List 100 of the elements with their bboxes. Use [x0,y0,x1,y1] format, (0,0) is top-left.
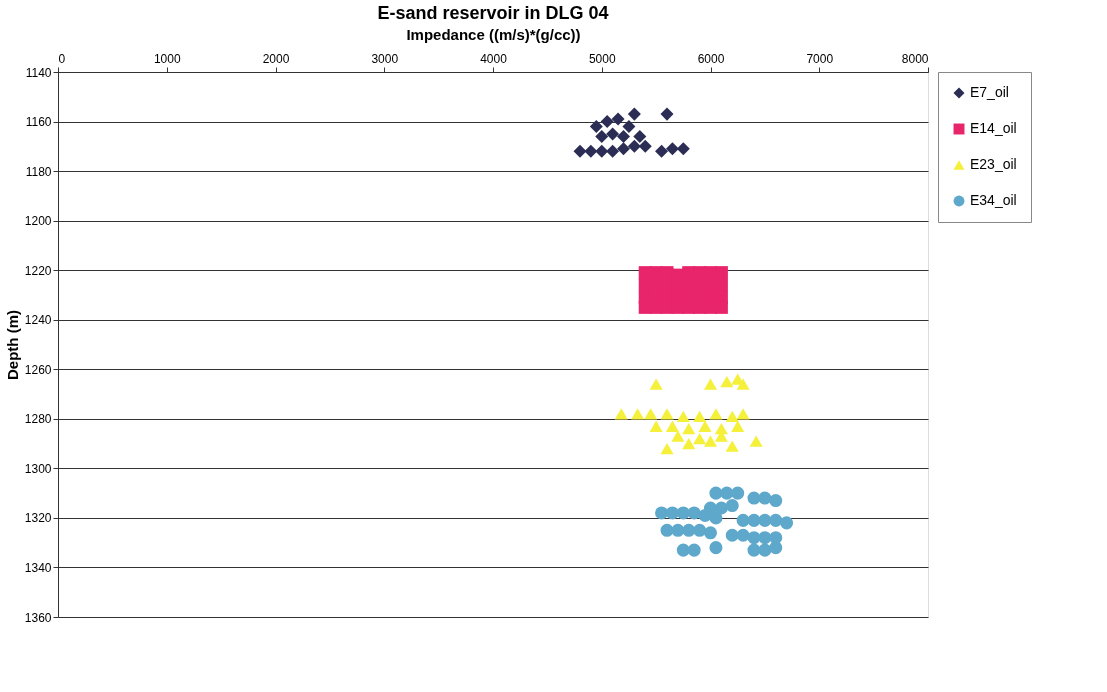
y-tick-label: 1180 [25,164,52,179]
point [693,432,707,445]
legend-label: E7_oil [970,84,1009,100]
point [749,435,763,447]
point [758,531,772,545]
point [660,442,674,455]
point [731,420,745,432]
point [573,144,587,158]
point [671,523,685,537]
point [693,523,707,537]
point [660,523,674,537]
point [676,543,690,557]
point [703,435,718,447]
point [747,531,761,545]
point [758,513,772,527]
y-tick-label: 1160 [25,115,52,130]
point [698,420,712,432]
point [769,513,783,527]
y-tick-label: 1360 [24,610,52,625]
point [644,408,658,420]
point [725,528,739,542]
point [703,378,718,390]
y-tick-label: 1280 [24,412,52,427]
x-axis-title: Impedance ((m/s)*(g/cc)) [406,25,581,43]
x-tick-label: 3000 [371,51,399,66]
point [627,139,641,153]
point [769,494,783,508]
point [660,408,674,420]
point [736,528,750,542]
point [622,119,636,134]
point [731,486,745,500]
point [676,410,690,422]
point [606,127,620,141]
y-tick-label: 1320 [24,511,52,526]
y-tick-label: 1240 [24,313,52,328]
legend-label: E34_oil [970,192,1017,208]
point [725,440,739,452]
point [758,491,772,505]
point [633,129,647,143]
point [606,144,620,158]
point [676,142,690,156]
legend-label: E23_oil [970,156,1017,172]
x-tick-label: 7000 [806,51,834,66]
point [584,144,598,158]
point [616,129,631,143]
point [747,513,761,527]
x-tick-label: 0 [58,51,66,66]
y-tick-label: 1140 [25,65,52,80]
point [589,119,603,134]
point [665,142,679,156]
point [595,129,609,143]
point [714,266,728,280]
point [655,506,669,520]
y-tick-label: 1300 [24,461,52,476]
x-tick-label: 5000 [588,51,616,66]
point [665,420,679,432]
point [780,516,794,530]
point [655,144,669,158]
point [649,378,663,390]
point [611,112,625,126]
point [714,300,728,314]
point [758,543,772,557]
chart-title: E-sand reservoir in DLG 04 [377,3,609,23]
point [725,410,739,422]
point [682,523,696,537]
point [703,526,718,540]
point [720,376,734,388]
legend-label: E14_oil [970,120,1017,136]
point [676,506,690,520]
y-axis-title: Depth (m) [3,310,21,380]
point [698,508,712,522]
point [736,408,750,420]
y-tick-label: 1220 [24,263,52,278]
y-tick-label: 1260 [24,362,52,377]
point [616,142,631,156]
point [709,511,723,525]
point [769,541,783,555]
point [649,420,663,432]
point [725,499,739,513]
point [709,486,723,500]
x-tick-label: 2000 [262,51,290,66]
x-tick-label: 4000 [480,51,508,66]
point [736,513,750,527]
point [687,543,701,557]
point [627,107,641,121]
point [638,139,652,153]
point [682,437,696,450]
point [709,541,723,555]
x-tick-label: 8000 [901,51,929,66]
point [631,408,645,420]
y-tick-label: 1340 [24,560,52,575]
x-tick-label: 6000 [697,51,725,66]
point [600,115,614,129]
point [736,378,750,390]
point [614,408,628,420]
y-tick-label: 1200 [24,214,52,229]
point [682,423,696,435]
x-tick-label: 1000 [153,51,181,66]
point [709,408,723,420]
point [687,506,701,520]
